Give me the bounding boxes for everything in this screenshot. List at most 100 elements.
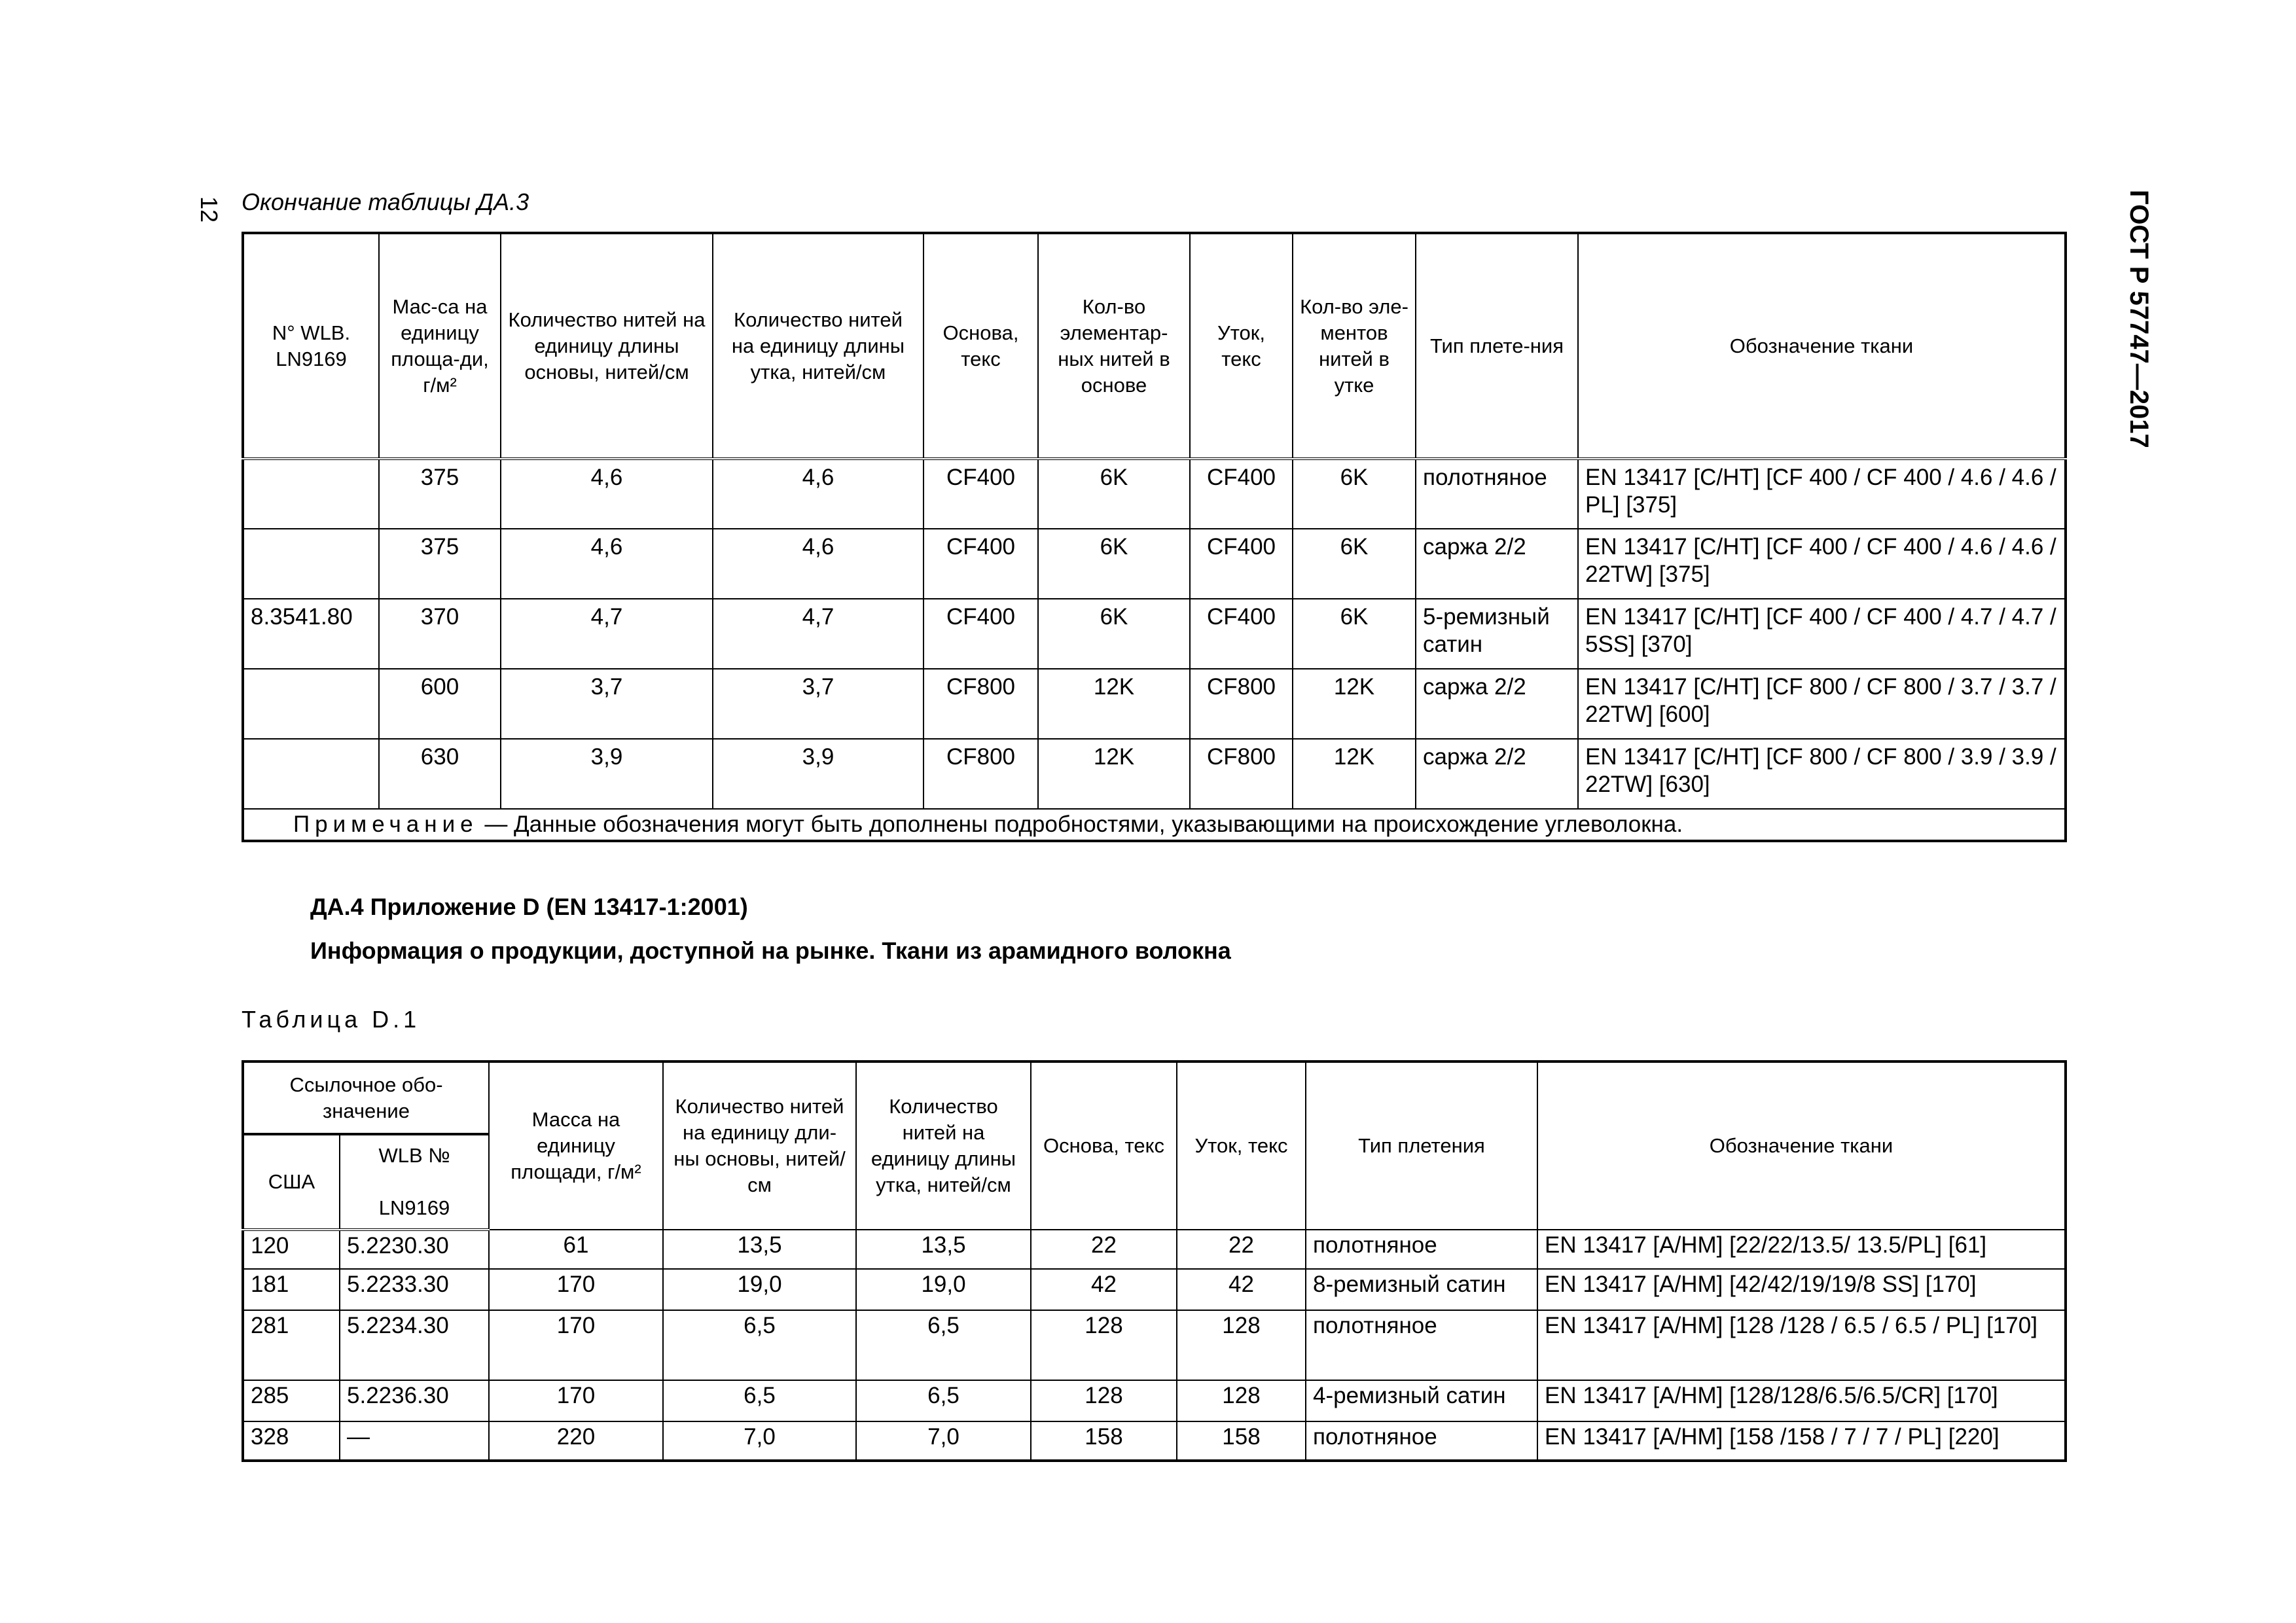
section-heading: ДА.4 Приложение D (EN 13417-1:2001) [310, 893, 748, 920]
table-cell: CF800 [1189, 738, 1293, 810]
column-header: Уток, текс [1176, 1061, 1306, 1230]
table-row: 8.3541.80 370 4,7 4,7 CF400 6K CF400 6K 5-ремизн… [242, 598, 2066, 669]
standard-designation: ГОСТ Р 57747—2017 [2125, 190, 2153, 448]
table-cell: EN 13417 [A/HM] [42/42/19/19/8 SS] [170] [1537, 1268, 2066, 1311]
section-subheading: Информация о продукции, доступной на рын… [310, 937, 1231, 964]
table-d1: Ссылочное обо-значение Масса на единицу … [242, 1060, 2067, 1462]
table-cell: 181 [242, 1268, 340, 1311]
table-cell: EN 13417 [C/HT] [CF 400 / CF 400 / 4.6 /… [1577, 528, 2066, 599]
table-cell: CF800 [1189, 668, 1293, 740]
header-wlb: WLB № LN9169 [339, 1133, 490, 1231]
table-cell: 3,9 [500, 738, 713, 810]
table-cell: 42 [1176, 1268, 1306, 1311]
table-da3: N° WLB. LN9169 Мас-са на единицу площа-ди… [242, 232, 2067, 842]
table-cell: 5-ремизный сатин [1415, 598, 1579, 669]
table-row: 328—220 7,0 7,0 158 158 полотняное EN 13417 [A… [242, 1421, 2066, 1461]
table-row: 375 4,6 4,6 CF400 6K CF400 6K полотняное EN 1341… [242, 458, 2066, 529]
table-cell: 6K [1037, 598, 1191, 669]
table-cell: полотняное [1415, 458, 1579, 529]
table-cell: 5.2233.30 [339, 1268, 490, 1311]
table-cell: 6K [1292, 528, 1416, 599]
table-cell: 5.2236.30 [339, 1380, 490, 1422]
column-header: Тип плетения [1305, 1061, 1538, 1230]
table-cell: саржа 2/2 [1415, 668, 1579, 740]
table-cell: саржа 2/2 [1415, 528, 1579, 599]
table-cell: 3,9 [712, 738, 924, 810]
column-header: N° WLB. LN9169 [242, 232, 380, 460]
table-d1-caption: Таблица D.1 [242, 1006, 421, 1033]
table-cell: 281 [242, 1310, 340, 1381]
column-header: Количество нитей на единицу длины основы… [500, 232, 713, 460]
table-cell: CF400 [1189, 598, 1293, 669]
table-cell [242, 458, 380, 529]
table-cell: CF400 [923, 528, 1039, 599]
table-cell: 12K [1292, 738, 1416, 810]
table-cell: 158 [1030, 1421, 1177, 1461]
table-cell: полотняное [1305, 1310, 1538, 1381]
table-cell: CF400 [923, 598, 1039, 669]
table-cell: 22 [1176, 1229, 1306, 1270]
table-cell: 8-ремизный сатин [1305, 1268, 1538, 1311]
table-cell: 285 [242, 1380, 340, 1422]
table-cell: EN 13417 [C/HT] [CF 400 / CF 400 / 4.7 /… [1577, 598, 2066, 669]
table-cell: CF800 [923, 738, 1039, 810]
column-header: Обозначение ткани [1577, 232, 2066, 460]
table-row: 375 4,6 4,6 CF400 6K CF400 6K саржа 2/2 EN 13417… [242, 528, 2066, 599]
column-header: Мас-са на единицу площа-ди, г/м² [378, 232, 501, 460]
table-cell: CF800 [923, 668, 1039, 740]
table-cell: 370 [378, 598, 501, 669]
table-cell: 128 [1176, 1380, 1306, 1422]
table-cell: EN 13417 [A/HM] [128/128/6.5/6.5/CR] [17… [1537, 1380, 2066, 1422]
table-cell: 6K [1292, 598, 1416, 669]
table-cell: 220 [488, 1421, 664, 1461]
table-cell: 4,7 [500, 598, 713, 669]
table-cell: 128 [1030, 1380, 1177, 1422]
column-header: Количество нитей на единицу дли-ны основ… [662, 1061, 857, 1230]
table-cell: полотняное [1305, 1421, 1538, 1461]
table-row: 630 3,9 3,9 CF800 12K CF800 12K саржа 2/2 EN 134… [242, 738, 2066, 810]
table-cell: 61 [488, 1229, 664, 1270]
table-cell: 8.3541.80 [242, 598, 380, 669]
table-cell: 4,6 [712, 528, 924, 599]
table-cell: 6K [1037, 528, 1191, 599]
table-cell: 12K [1037, 738, 1191, 810]
table-cell: 6K [1037, 458, 1191, 529]
table-cell: 170 [488, 1268, 664, 1311]
table-cell: EN 13417 [C/HT] [CF 800 / CF 800 / 3.7 /… [1577, 668, 2066, 740]
column-header: Количество нитей на единицу длины утка, … [712, 232, 924, 460]
table-cell: 600 [378, 668, 501, 740]
header-reference: Ссылочное обо-значение [242, 1061, 490, 1135]
column-header: Уток, текс [1189, 232, 1293, 460]
note-label: Примечание [293, 812, 478, 837]
table-cell: 128 [1176, 1310, 1306, 1381]
table-cell: 375 [378, 528, 501, 599]
table-cell: EN 13417 [C/HT] [CF 800 / CF 800 / 3.9 /… [1577, 738, 2066, 810]
table-cell: 5.2234.30 [339, 1310, 490, 1381]
column-header: Основа, текс [1030, 1061, 1177, 1230]
table-cell: 170 [488, 1380, 664, 1422]
table-cell: 6,5 [855, 1380, 1031, 1422]
page-number: 12 [196, 196, 223, 223]
table-cell: 5.2230.30 [339, 1229, 490, 1270]
table-cell: 13,5 [855, 1229, 1031, 1270]
table-cell: 42 [1030, 1268, 1177, 1311]
table-cell: 12K [1292, 668, 1416, 740]
table-cell: EN 13417 [C/HT] [CF 400 / CF 400 / 4.6 /… [1577, 458, 2066, 529]
header-wlb-label: WLB № [378, 1144, 450, 1167]
table-cell: 120 [242, 1229, 340, 1270]
table-cell: 7,0 [662, 1421, 857, 1461]
column-header: Масса на единицу площади, г/м² [488, 1061, 664, 1230]
table-cell [242, 668, 380, 740]
table-cell: 630 [378, 738, 501, 810]
table-cell: саржа 2/2 [1415, 738, 1579, 810]
note-text: — Данные обозначения могут быть дополнен… [478, 812, 1683, 837]
table-cell: 19,0 [662, 1268, 857, 1311]
table-cell: EN 13417 [A/HM] [22/22/13.5/ 13.5/PL] [6… [1537, 1229, 2066, 1270]
table-cell: 3,7 [712, 668, 924, 740]
table-cell: 7,0 [855, 1421, 1031, 1461]
table-cell: полотняное [1305, 1229, 1538, 1270]
table-cell: 4,6 [500, 458, 713, 529]
header-usa: США [242, 1133, 340, 1231]
table-cell: 4-ремизный сатин [1305, 1380, 1538, 1422]
table-cell: 128 [1030, 1310, 1177, 1381]
